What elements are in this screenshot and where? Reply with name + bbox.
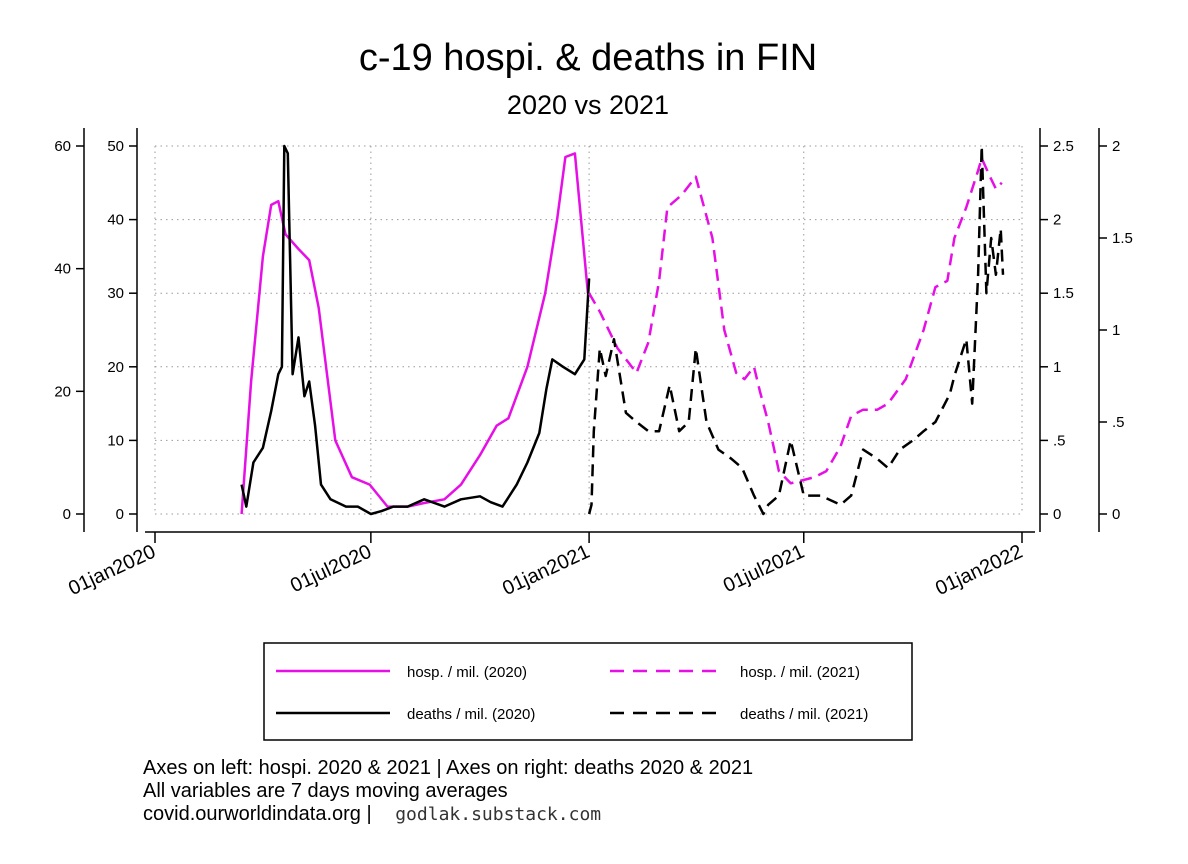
y-tick-label: 40 <box>54 261 71 278</box>
y-tick-label: 1.5 <box>1053 285 1074 302</box>
y-tick-label: 30 <box>107 285 124 302</box>
y-tick-label: 10 <box>107 432 124 449</box>
legend: hosp. / mil. (2020) hosp. / mil. (2021) … <box>263 642 913 741</box>
x-tick-label: 01jul2020 <box>287 541 375 598</box>
y-tick-label: 2.5 <box>1053 138 1074 155</box>
moving-average-note: All variables are 7 days moving averages <box>143 780 508 802</box>
y-tick-label: 1 <box>1053 359 1061 376</box>
y-tick-label: 60 <box>54 138 71 155</box>
series-line-1 <box>240 144 591 516</box>
legend-label-deaths-2021: deaths / mil. (2021) <box>740 706 868 723</box>
source-label: covid.ourworldindata.org | <box>143 803 372 825</box>
y-tick-label: 0 <box>116 506 124 523</box>
series-line-2 <box>588 157 1003 485</box>
legend-label-hosp-2020: hosp. / mil. (2020) <box>407 664 527 681</box>
series-line-0 <box>240 152 590 515</box>
x-tick-label: 01jan2021 <box>499 541 593 600</box>
y-tick-label: 20 <box>54 383 71 400</box>
x-tick-label: 01jan2022 <box>932 541 1026 600</box>
legend-box <box>263 642 913 741</box>
y-tick-label: 0 <box>1112 506 1120 523</box>
x-tick-label: 01jan2020 <box>65 541 159 600</box>
series-line-3 <box>587 144 1005 516</box>
y-tick-label: 1.5 <box>1112 230 1133 247</box>
legend-label-deaths-2020: deaths / mil. (2020) <box>407 706 535 723</box>
axes: 0 20 40 60 0 10 20 30 40 50 0 .5 1 1.5 2 2.5 0 .5 1 1.5 2 01j… <box>54 128 1133 600</box>
y-tick-label: 0 <box>63 506 71 523</box>
y-tick-label: 2 <box>1112 138 1120 155</box>
legend-label-hosp-2021: hosp. / mil. (2021) <box>740 664 860 681</box>
x-tick-label: 01jul2021 <box>720 541 808 598</box>
y-tick-label: .5 <box>1112 414 1125 431</box>
chart-title: c-19 hospi. & deaths in FIN <box>359 37 817 79</box>
axes-note: Axes on left: hospi. 2020 & 2021 | Axes … <box>143 757 754 779</box>
watermark: godlak.substack.com <box>395 804 602 825</box>
plot-area <box>240 144 1005 516</box>
y-tick-label: 20 <box>107 359 124 376</box>
grid <box>154 145 1023 515</box>
source-note: covid.ourworldindata.org | godlak.substa… <box>143 803 601 826</box>
y-tick-label: 40 <box>107 212 124 229</box>
y-tick-label: 2 <box>1053 212 1061 229</box>
y-tick-label: 50 <box>107 138 124 155</box>
chart-subtitle: 2020 vs 2021 <box>507 90 669 120</box>
y-tick-label: .5 <box>1053 432 1066 449</box>
y-tick-label: 0 <box>1053 506 1061 523</box>
y-tick-label: 1 <box>1112 322 1120 339</box>
